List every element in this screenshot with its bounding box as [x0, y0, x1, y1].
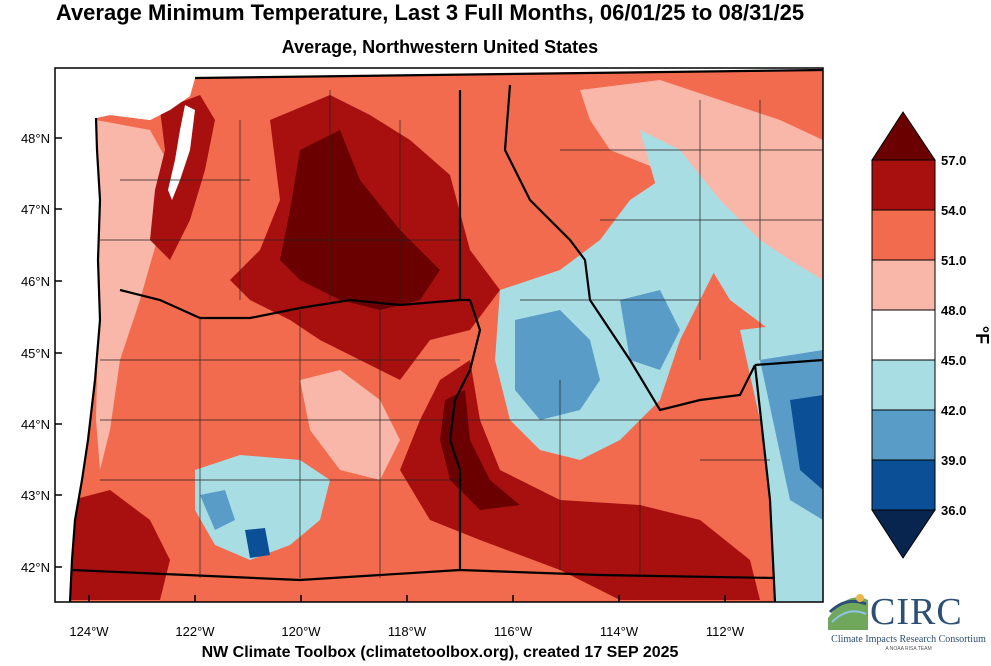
legend-label: 36.0: [941, 503, 966, 518]
mid-blue-zone-bitterroot: [620, 290, 680, 370]
border-id-wy: [753, 364, 777, 602]
legend-triangle-bottom: [871, 509, 936, 559]
lon-tick-label: 114°W: [600, 624, 639, 639]
lat-tick-label: 43°N: [21, 488, 50, 503]
legend-swatch: [871, 159, 936, 211]
legend-label: 45.0: [941, 353, 966, 368]
lat-tick-label: 48°N: [21, 131, 50, 146]
canada-area: [55, 68, 823, 120]
lon-axis: 124°W 122°W 120°W 118°W 116°W 114°W 112°…: [69, 595, 745, 639]
lon-tick-label: 120°W: [281, 624, 321, 639]
lat-tick-label: 47°N: [21, 202, 50, 217]
puget-sound: [168, 105, 195, 200]
dark-red-zone-puget: [150, 95, 215, 260]
dark-red-zone-snake: [400, 360, 760, 600]
legend-swatch: [871, 459, 936, 511]
map-frame: [54, 67, 824, 603]
light-pink-zone-central-oregon: [300, 370, 400, 480]
legend-label: 54.0: [941, 203, 966, 218]
lat-tick-label: 44°N: [21, 417, 50, 432]
border-mt-wy: [754, 358, 823, 367]
legend-triangle-top: [871, 111, 936, 161]
lon-tick-label: 116°W: [494, 624, 533, 639]
lon-tick-label: 112°W: [706, 624, 745, 639]
circ-logo-subtitle: Climate Impacts Research Consortium: [831, 634, 986, 645]
lat-tick-label: 45°N: [21, 346, 50, 361]
coastline: [68, 117, 102, 602]
map-footer: NW Climate Toolbox (climatetoolbox.org),…: [201, 644, 679, 661]
county-borders: [100, 90, 823, 578]
legend-swatch: [871, 359, 936, 411]
legend-colorbar: [871, 111, 936, 559]
legend-labels: 57.0 54.0 51.0 48.0 45.0 42.0 39.0 36.0: [941, 153, 966, 518]
lon-tick-label: 118°W: [388, 624, 427, 639]
legend-label: 39.0: [941, 453, 966, 468]
border-id-mt: [503, 84, 756, 412]
border-canada: [194, 68, 823, 80]
legend-label: 57.0: [941, 153, 966, 168]
circ-logo-tagline: A NOAA RISA TEAM: [885, 646, 932, 652]
lat-tick-label: 46°N: [21, 274, 50, 289]
lon-tick-label: 122°W: [175, 624, 215, 639]
lat-axis: 48°N 47°N 46°N 45°N 44°N 43°N 42°N: [21, 131, 62, 575]
circ-logo-icon: [828, 594, 868, 630]
legend-swatch: [871, 309, 936, 361]
blue-zone-montana: [640, 130, 823, 330]
border-or-ca: [71, 568, 776, 582]
legend-label: 51.0: [941, 253, 966, 268]
map-field: [55, 68, 823, 602]
legend-label: 42.0: [941, 403, 966, 418]
circ-logo-name: CIRC: [870, 591, 963, 633]
map-title: Average Minimum Temperature, Last 3 Full…: [55, 0, 805, 25]
map-subtitle: Average, Northwestern United States: [281, 37, 599, 57]
legend-label: 48.0: [941, 303, 966, 318]
blue-zone-se-oregon: [195, 455, 330, 560]
lon-tick-label: 124°W: [69, 624, 109, 639]
deep-blue-zone-se-oregon: [245, 528, 270, 558]
legend-unit: °F: [972, 326, 991, 344]
mid-blue-zone-se-oregon: [200, 490, 235, 530]
deep-blue-zone-wyoming: [790, 395, 823, 490]
legend-swatch: [871, 209, 936, 261]
border-or-id: [448, 299, 482, 570]
legend-swatch: [871, 409, 936, 461]
mid-blue-zone-idaho: [515, 310, 600, 420]
legend-swatch: [871, 259, 936, 311]
lat-tick-label: 42°N: [21, 560, 50, 575]
pacific-ocean: [55, 68, 100, 602]
mid-blue-zone-wyoming: [760, 350, 823, 520]
